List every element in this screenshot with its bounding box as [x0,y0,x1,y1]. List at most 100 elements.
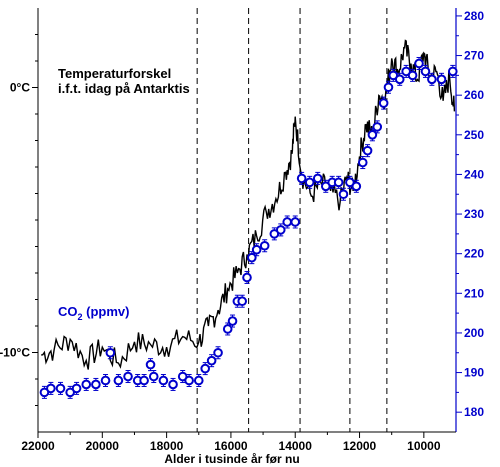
co2-marker [312,173,323,184]
y-tick-label-co2-280: 280 [464,9,484,23]
y-tick-label-co2-270: 270 [464,49,484,63]
temperature-subtitle: i.f.t. idag på Antarktis [58,81,190,96]
co2-marker [414,58,424,69]
event-dashed-lines [196,8,388,432]
co2-marker [145,359,156,370]
co2-marker [148,371,159,382]
co2-marker [259,240,270,251]
co2-point-11 [123,370,133,384]
x-tick-label-14000: 14000 [279,439,313,453]
co2-point-57 [427,72,437,86]
y-tick-label-co2-240: 240 [464,167,484,181]
co2-marker [357,157,368,168]
co2-marker [200,363,210,374]
co2-marker [184,375,194,386]
co2-marker [351,181,362,192]
x-tick-label-16000: 16000 [214,439,248,453]
co2-point-44 [351,179,362,193]
co2-marker [296,173,307,184]
co2-point-16 [158,373,169,387]
co2-marker [372,122,383,132]
co2-marker [158,375,169,386]
co2-point-2 [46,381,56,395]
co2-point-3 [55,381,66,395]
axes: 22000 20000 18000 16000 14000 12000 10000 0°C -1… [0,9,484,453]
co2-point-23 [213,346,223,360]
co2-marker [367,130,378,140]
co2-marker [139,375,149,386]
co2-marker [427,74,437,85]
co2-point-59 [447,64,458,78]
co2-point-15 [148,370,159,384]
co2-label-unit: (ppmv) [83,304,130,319]
co2-point-13 [139,373,149,387]
y-tick-label-co2-230: 230 [464,207,484,221]
x-tick-label-10000: 10000 [407,439,441,453]
co2-marker [290,217,301,227]
co2-point-28 [242,270,252,284]
co2-marker [383,82,394,93]
co2-marker [333,177,344,188]
co2-point-7 [91,377,101,391]
co2-marker [55,383,66,394]
y-tick-label-co2-200: 200 [464,326,484,340]
co2-marker [206,355,217,366]
co2-marker [227,316,238,326]
y-tick-label-temp: -10°C [0,346,30,360]
co2-point-31 [259,239,270,253]
co2-marker [123,371,133,382]
co2-point-35 [290,215,301,229]
co2-marker [338,189,349,200]
x-axis-label: Alder i tusinde år før nu [164,452,299,466]
co2-point-10 [113,373,124,387]
co2-point-46 [362,144,373,158]
co2-marker [447,66,458,77]
co2-marker [407,70,418,81]
co2-marker [71,383,82,394]
y-tick-label-temp: 0°C [10,81,30,95]
co2-marker [81,379,92,390]
y-tick-label-co2-190: 190 [464,366,484,380]
co2-marker [420,66,431,77]
co2-point-58 [436,72,447,86]
co2-marker [222,324,233,334]
co2-marker [362,145,373,156]
co2-marker [237,296,247,307]
co2-series [39,56,458,399]
co2-point-56 [420,64,431,78]
y-tick-label-co2-260: 260 [464,88,484,102]
co2-point-42 [338,187,349,201]
co2-point-33 [275,223,286,237]
co2-marker [242,272,252,283]
co2-point-38 [312,171,323,185]
co2-point-22 [206,354,217,368]
co2-point-12 [132,373,143,387]
co2-point-52 [394,72,405,86]
co2-point-54 [407,68,418,82]
co2-point-1 [39,385,50,399]
co2-label-subscript: 2 [78,312,83,322]
co2-marker [113,375,124,386]
co2-point-5 [71,381,82,395]
x-tick-label-22000: 22000 [21,439,55,453]
co2-marker [436,74,447,85]
co2-point-49 [378,96,389,110]
y-tick-label-co2-220: 220 [464,247,484,261]
co2-point-41 [333,175,344,189]
co2-point-8 [100,373,111,387]
co2-marker [193,375,204,386]
co2-point-20 [193,373,204,387]
co2-marker [46,383,56,394]
co2-point-37 [304,175,315,189]
co2-point-51 [388,68,399,82]
co2-point-6 [81,377,92,391]
co2-marker [91,379,101,390]
co2-point-14 [145,358,156,372]
co2-marker [105,347,116,358]
y-tick-label-co2-180: 180 [464,405,484,419]
co2-point-45 [357,156,368,170]
co2-point-36 [296,171,307,185]
co2-point-30 [251,243,262,257]
co2-marker [304,177,315,188]
